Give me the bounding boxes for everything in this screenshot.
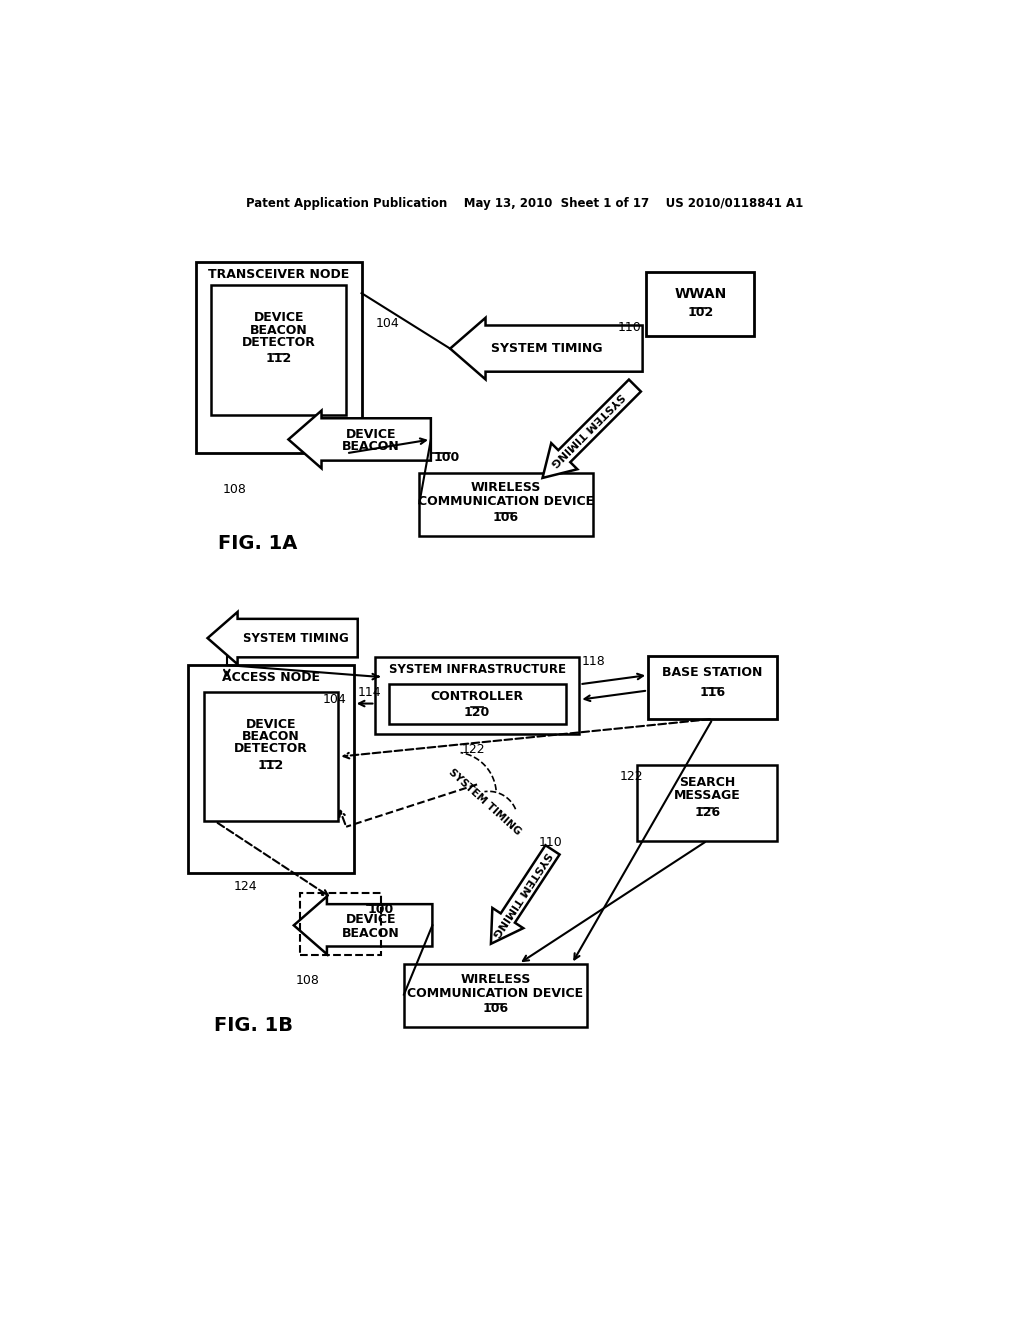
Text: ACCESS NODE: ACCESS NODE <box>222 671 321 684</box>
Text: SYSTEM TIMING: SYSTEM TIMING <box>446 767 523 837</box>
Text: DEVICE: DEVICE <box>246 718 296 731</box>
Text: SYSTEM TIMING: SYSTEM TIMING <box>490 342 602 355</box>
Polygon shape <box>208 612 357 664</box>
Text: 106: 106 <box>482 1002 509 1015</box>
Text: DEVICE: DEVICE <box>345 913 396 927</box>
Bar <box>211 285 346 414</box>
Text: 106: 106 <box>493 511 519 524</box>
Text: 108: 108 <box>222 483 246 496</box>
Polygon shape <box>543 380 641 478</box>
Text: 112: 112 <box>258 759 285 772</box>
Text: DEVICE: DEVICE <box>254 312 304 325</box>
Text: COMMUNICATION DEVICE: COMMUNICATION DEVICE <box>418 495 594 508</box>
Text: BEACON: BEACON <box>342 440 399 453</box>
Bar <box>300 892 381 954</box>
Text: BASE STATION: BASE STATION <box>663 667 763 680</box>
Text: 110: 110 <box>539 836 562 849</box>
Text: 100: 100 <box>368 903 394 916</box>
Text: SYSTEM TIMING: SYSTEM TIMING <box>244 631 349 644</box>
Text: 120: 120 <box>464 705 490 718</box>
Bar <box>188 665 354 873</box>
Text: 108: 108 <box>296 974 319 987</box>
Polygon shape <box>294 896 432 954</box>
Polygon shape <box>451 318 643 379</box>
Text: SYSTEM TIMING: SYSTEM TIMING <box>489 850 552 939</box>
Text: 118: 118 <box>582 655 605 668</box>
Text: 104: 104 <box>323 693 346 706</box>
Text: SYSTEM TIMING: SYSTEM TIMING <box>549 391 626 469</box>
Text: 122: 122 <box>462 743 485 756</box>
Text: FIG. 1B: FIG. 1B <box>214 1016 293 1035</box>
Polygon shape <box>289 411 431 469</box>
Bar <box>403 964 587 1027</box>
Text: WIRELESS: WIRELESS <box>461 973 530 986</box>
Text: Patent Application Publication    May 13, 2010  Sheet 1 of 17    US 2010/0118841: Patent Application Publication May 13, 2… <box>246 197 804 210</box>
Text: 110: 110 <box>617 321 641 334</box>
Bar <box>388 684 565 725</box>
Text: MESSAGE: MESSAGE <box>674 789 740 803</box>
Text: DETECTOR: DETECTOR <box>242 335 315 348</box>
Text: 124: 124 <box>234 880 258 894</box>
Bar <box>196 263 361 453</box>
Text: SEARCH: SEARCH <box>679 776 735 788</box>
Text: 104: 104 <box>376 317 399 330</box>
Text: 112: 112 <box>265 352 292 366</box>
Text: 122: 122 <box>620 770 643 783</box>
Bar <box>648 656 777 719</box>
Text: 126: 126 <box>694 807 720 820</box>
Text: BEACON: BEACON <box>243 730 300 743</box>
Text: 102: 102 <box>687 306 714 319</box>
Bar <box>419 473 593 536</box>
Text: 100: 100 <box>433 450 460 463</box>
Bar <box>646 272 755 335</box>
Text: WWAN: WWAN <box>674 286 726 301</box>
Text: DEVICE: DEVICE <box>345 428 396 441</box>
Text: BEACON: BEACON <box>342 927 399 940</box>
Text: 114: 114 <box>357 685 381 698</box>
Text: DETECTOR: DETECTOR <box>234 742 308 755</box>
Text: COMMUNICATION DEVICE: COMMUNICATION DEVICE <box>408 986 584 999</box>
Text: 116: 116 <box>699 686 726 700</box>
Bar <box>204 692 339 821</box>
Text: SYSTEM INFRASTRUCTURE: SYSTEM INFRASTRUCTURE <box>389 663 566 676</box>
Text: CONTROLLER: CONTROLLER <box>430 690 523 704</box>
Text: WIRELESS: WIRELESS <box>471 482 541 495</box>
Bar <box>637 766 777 841</box>
Polygon shape <box>490 845 559 944</box>
Text: BEACON: BEACON <box>250 323 307 337</box>
Bar <box>376 657 580 734</box>
Text: TRANSCEIVER NODE: TRANSCEIVER NODE <box>208 268 349 281</box>
Text: FIG. 1A: FIG. 1A <box>218 533 297 553</box>
